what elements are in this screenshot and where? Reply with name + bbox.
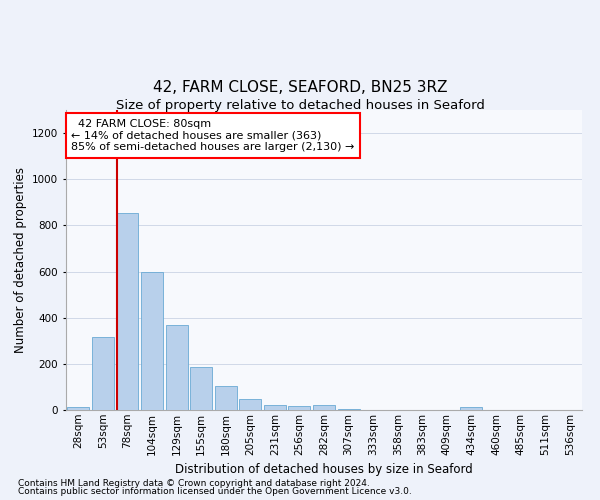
Text: Contains public sector information licensed under the Open Government Licence v3: Contains public sector information licen… — [18, 487, 412, 496]
Bar — [313, 406, 335, 410]
Text: Size of property relative to detached houses in Seaford: Size of property relative to detached ho… — [116, 100, 484, 112]
Bar — [116, 212, 139, 410]
Y-axis label: Number of detached properties: Number of detached properties — [14, 167, 26, 353]
Bar — [190, 368, 212, 410]
Bar — [92, 338, 114, 410]
Bar — [67, 406, 89, 410]
Bar — [166, 324, 188, 410]
Text: Contains HM Land Registry data © Crown copyright and database right 2024.: Contains HM Land Registry data © Crown c… — [18, 478, 370, 488]
Bar — [264, 405, 286, 410]
Bar — [460, 407, 482, 410]
X-axis label: Distribution of detached houses by size in Seaford: Distribution of detached houses by size … — [175, 463, 473, 476]
Text: 42 FARM CLOSE: 80sqm  
← 14% of detached houses are smaller (363)
85% of semi-de: 42 FARM CLOSE: 80sqm ← 14% of detached h… — [71, 119, 355, 152]
Bar — [215, 386, 237, 410]
Bar — [239, 399, 262, 410]
Bar — [338, 409, 359, 410]
Bar — [141, 272, 163, 410]
Text: 42, FARM CLOSE, SEAFORD, BN25 3RZ: 42, FARM CLOSE, SEAFORD, BN25 3RZ — [153, 80, 447, 95]
Bar — [289, 406, 310, 410]
